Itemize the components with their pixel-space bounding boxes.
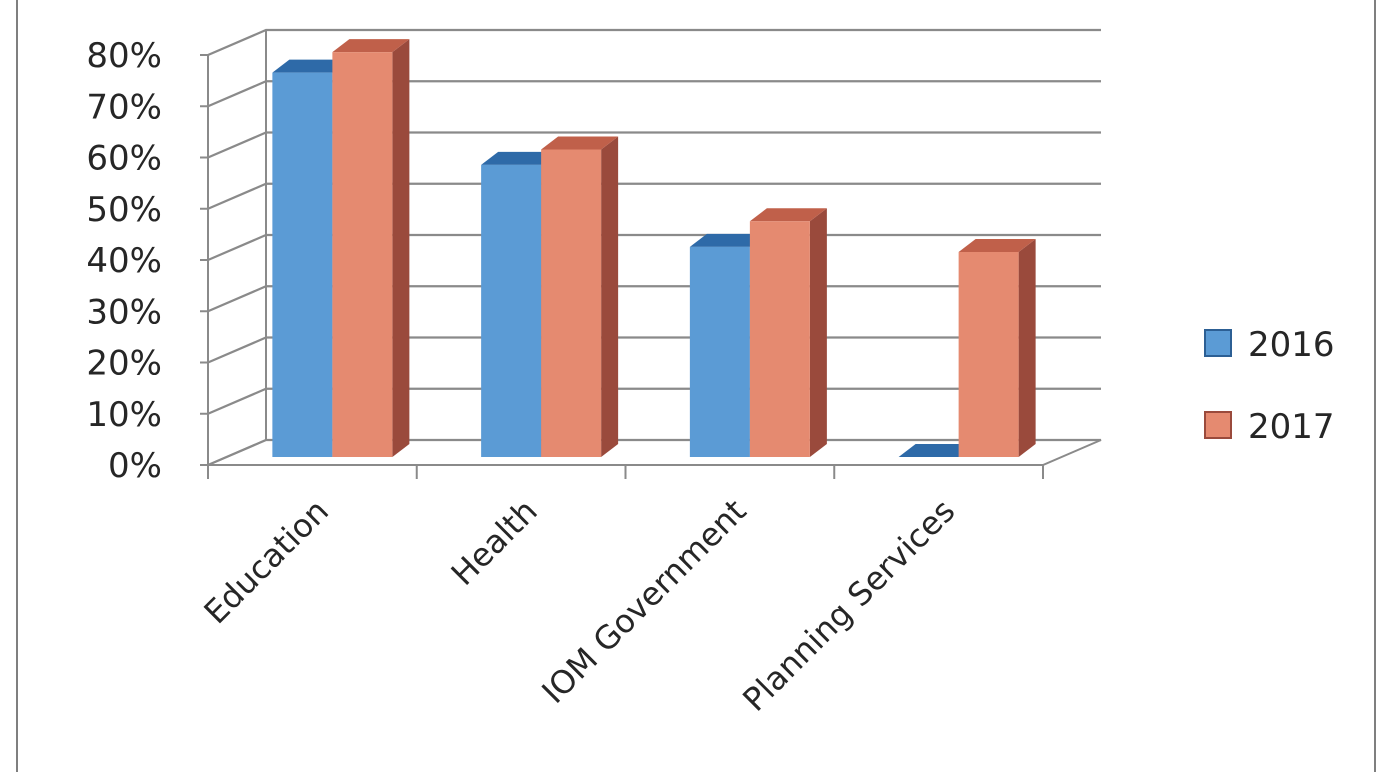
bar-top <box>541 136 619 150</box>
y-tick-labels: 0% 10% 20% 30% 40% 50% 60% 70% 80% <box>86 36 162 486</box>
legend-entry-2017: 2017 <box>1204 407 1335 447</box>
bar-side <box>392 39 410 457</box>
bar-front <box>749 221 810 457</box>
y-tick-label: 70% <box>86 87 162 127</box>
y-tick-label: 20% <box>86 344 162 384</box>
bar-front <box>332 52 393 457</box>
bar-top <box>272 59 350 73</box>
bar-front <box>689 246 750 457</box>
category-label: Health <box>444 492 545 593</box>
y-tick-label: 50% <box>86 190 162 230</box>
bar-top <box>749 208 827 222</box>
bar-front <box>272 72 333 457</box>
legend-swatch <box>1204 329 1232 357</box>
bar-2017-planning-services <box>958 239 1036 457</box>
category-label: Education <box>197 492 337 632</box>
bar-side <box>601 136 619 457</box>
bar-top <box>958 239 1036 252</box>
bar-top <box>481 151 559 165</box>
legend: 2016 2017 <box>1204 325 1335 447</box>
bar-top <box>332 39 410 53</box>
legend-entry-2016: 2016 <box>1204 325 1335 365</box>
legend-label: 2017 <box>1248 407 1335 447</box>
category-label: IOM Government <box>534 492 753 711</box>
y-tick-label: 30% <box>86 292 162 332</box>
y-tick-label: 40% <box>86 241 162 281</box>
bar-front <box>481 164 542 457</box>
bar-2017-health <box>541 136 619 457</box>
y-tick-label: 60% <box>86 139 162 179</box>
legend-label: 2016 <box>1248 325 1335 365</box>
y-tick-label: 10% <box>86 395 162 435</box>
bar-side <box>1018 239 1036 457</box>
legend-swatch <box>1204 411 1232 439</box>
bar-front <box>958 252 1019 457</box>
chart-border <box>16 0 1376 772</box>
bar-2016-planning-services <box>898 444 976 457</box>
bars <box>272 39 1036 457</box>
bar-front <box>541 149 602 457</box>
bar-side <box>809 208 827 457</box>
bar-top <box>898 444 976 457</box>
bar-2017-education <box>332 39 410 457</box>
axes <box>200 30 1044 479</box>
category-label: Planning Services <box>735 492 962 719</box>
y-tick-label: 80% <box>86 36 162 76</box>
bar-2017-iom-government <box>749 208 827 457</box>
y-tick-label: 0% <box>108 446 162 486</box>
bar-top <box>689 233 767 247</box>
